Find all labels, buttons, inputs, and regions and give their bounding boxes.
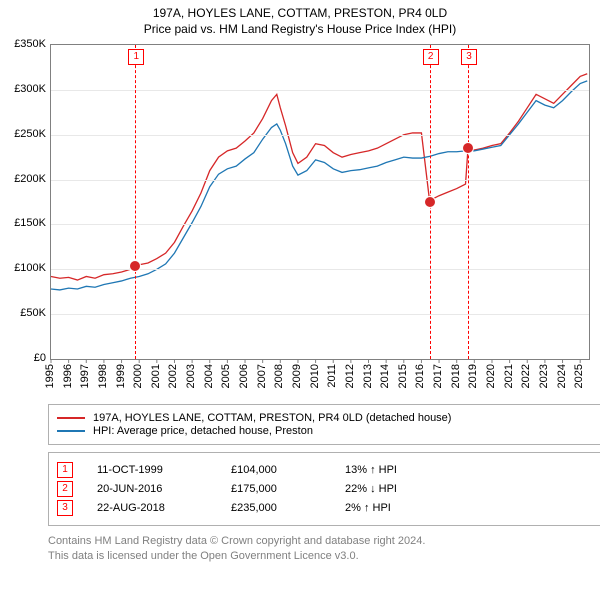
x-axis-label: 2020 xyxy=(485,364,497,388)
y-axis-label: £150K xyxy=(8,217,46,229)
event-marker-2: 2 xyxy=(57,481,73,497)
event-delta-2: 22% ↓ HPI xyxy=(345,483,435,495)
x-axis-label: 2008 xyxy=(273,364,285,388)
series-hpi xyxy=(51,81,587,290)
plot-area: 1 2 3 xyxy=(50,44,590,360)
y-gridline xyxy=(51,90,589,91)
title-line-2: Price paid vs. HM Land Registry's House … xyxy=(0,22,600,38)
event-date-1: 11-OCT-1999 xyxy=(97,464,207,476)
x-axis-label: 2016 xyxy=(414,364,426,388)
x-axis-label: 2007 xyxy=(256,364,268,388)
event-vline-1 xyxy=(135,45,136,359)
legend-swatch-red xyxy=(57,417,85,419)
attribution-line-2: This data is licensed under the Open Gov… xyxy=(48,549,584,564)
y-axis-label: £300K xyxy=(8,83,46,95)
x-axis-label: 2002 xyxy=(167,364,179,388)
y-axis-label: £350K xyxy=(8,38,46,50)
x-axis-label: 2018 xyxy=(450,364,462,388)
x-axis-label: 2013 xyxy=(362,364,374,388)
legend-item-hpi: HPI: Average price, detached house, Pres… xyxy=(57,425,593,437)
chart-container: { "title": { "line1": "197A, HOYLES LANE… xyxy=(0,0,600,590)
x-axis-label: 1998 xyxy=(97,364,109,388)
event-box-1: 1 xyxy=(128,49,144,65)
x-axis-label: 2010 xyxy=(309,364,321,388)
x-axis-label: 2024 xyxy=(556,364,568,388)
attribution-line-1: Contains HM Land Registry data © Crown c… xyxy=(48,534,584,549)
x-axis-label: 2001 xyxy=(150,364,162,388)
title-line-1: 197A, HOYLES LANE, COTTAM, PRESTON, PR4 … xyxy=(0,6,600,22)
x-axis-label: 2003 xyxy=(185,364,197,388)
x-axis-label: 1995 xyxy=(44,364,56,388)
x-axis-label: 2009 xyxy=(291,364,303,388)
event-price-3: £235,000 xyxy=(231,502,321,514)
x-axis-label: 2021 xyxy=(503,364,515,388)
event-dot-2 xyxy=(424,196,436,208)
legend-item-price-paid: 197A, HOYLES LANE, COTTAM, PRESTON, PR4 … xyxy=(57,412,593,424)
event-row-2: 2 20-JUN-2016 £175,000 22% ↓ HPI xyxy=(57,481,593,497)
x-axis-label: 2012 xyxy=(344,364,356,388)
x-axis-label: 1996 xyxy=(62,364,74,388)
chart-title: 197A, HOYLES LANE, COTTAM, PRESTON, PR4 … xyxy=(0,0,600,37)
x-axis-label: 2014 xyxy=(379,364,391,388)
event-date-2: 20-JUN-2016 xyxy=(97,483,207,495)
y-gridline xyxy=(51,135,589,136)
x-axis-label: 2025 xyxy=(573,364,585,388)
x-axis-label: 2023 xyxy=(538,364,550,388)
event-date-3: 22-AUG-2018 xyxy=(97,502,207,514)
legend-swatch-blue xyxy=(57,430,85,432)
x-axis-label: 2022 xyxy=(520,364,532,388)
event-dot-1 xyxy=(129,260,141,272)
y-axis-label: £100K xyxy=(8,262,46,274)
price-chart: 123 £0£50K£100K£150K£200K£250K£300K£350K… xyxy=(8,44,592,394)
event-row-3: 3 22-AUG-2018 £235,000 2% ↑ HPI xyxy=(57,500,593,516)
legend: 197A, HOYLES LANE, COTTAM, PRESTON, PR4 … xyxy=(48,404,600,445)
event-delta-1: 13% ↑ HPI xyxy=(345,464,435,476)
series-price_paid xyxy=(51,74,587,280)
x-axis-label: 2005 xyxy=(220,364,232,388)
attribution: Contains HM Land Registry data © Crown c… xyxy=(48,534,584,564)
event-box-3: 3 xyxy=(461,49,477,65)
event-marker-3: 3 xyxy=(57,500,73,516)
y-gridline xyxy=(51,180,589,181)
y-axis-label: £200K xyxy=(8,173,46,185)
plot-svg xyxy=(51,45,589,359)
x-axis-label: 1999 xyxy=(115,364,127,388)
x-axis-label: 2015 xyxy=(397,364,409,388)
y-gridline xyxy=(51,224,589,225)
event-box-2: 2 xyxy=(423,49,439,65)
x-axis-label: 2000 xyxy=(132,364,144,388)
legend-label-1: 197A, HOYLES LANE, COTTAM, PRESTON, PR4 … xyxy=(93,412,451,424)
event-price-2: £175,000 xyxy=(231,483,321,495)
event-marker-1: 1 xyxy=(57,462,73,478)
x-axis-label: 1997 xyxy=(79,364,91,388)
x-axis-label: 2011 xyxy=(326,364,338,388)
x-axis-label: 2017 xyxy=(432,364,444,388)
y-axis-label: £50K xyxy=(8,307,46,319)
event-vline-3 xyxy=(468,45,469,359)
y-gridline xyxy=(51,314,589,315)
x-axis-label: 2019 xyxy=(467,364,479,388)
event-dot-3 xyxy=(462,142,474,154)
y-axis-label: £0 xyxy=(8,352,46,364)
event-delta-3: 2% ↑ HPI xyxy=(345,502,435,514)
x-axis-label: 2006 xyxy=(238,364,250,388)
x-axis-label: 2004 xyxy=(203,364,215,388)
y-axis-label: £250K xyxy=(8,128,46,140)
events-table: 1 11-OCT-1999 £104,000 13% ↑ HPI 2 20-JU… xyxy=(48,452,600,526)
event-price-1: £104,000 xyxy=(231,464,321,476)
event-row-1: 1 11-OCT-1999 £104,000 13% ↑ HPI xyxy=(57,462,593,478)
legend-label-2: HPI: Average price, detached house, Pres… xyxy=(93,425,313,437)
